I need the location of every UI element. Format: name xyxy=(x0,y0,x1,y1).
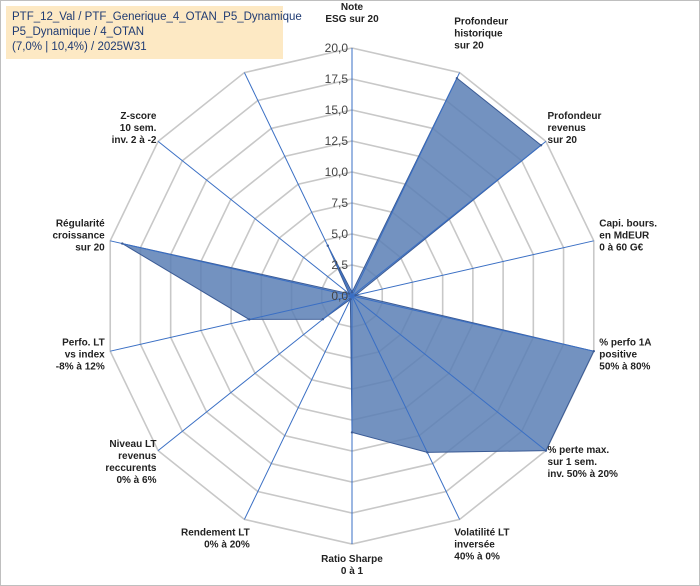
tick-label-8: 20,0 xyxy=(325,41,349,55)
axis-label-3: Capi. bours. en MdEUR 0 à 60 G€ xyxy=(599,218,657,253)
axis-spoke-5 xyxy=(351,295,547,452)
axis-label-6: Volatilité LT inversée 40% à 0% xyxy=(454,527,509,562)
title-line-3: (7,0% | 10,4%) / 2025W31 xyxy=(12,41,147,53)
axis-label-8: Rendement LT 0% à 20% xyxy=(181,527,250,550)
axis-spoke-11 xyxy=(110,240,353,297)
data-point-12 xyxy=(347,292,351,295)
axis-spoke-3 xyxy=(351,240,594,297)
title-box: PTF_12_Val / PTF_Generique_4_OTAN_P5_Dyn… xyxy=(6,6,302,59)
tick-label-2: 5,0 xyxy=(331,227,348,241)
data-point-13 xyxy=(326,244,329,247)
data-point-1 xyxy=(455,76,459,80)
axis-spoke-13 xyxy=(243,72,353,297)
axis-label-7: Ratio Sharpe 0 à 1 xyxy=(321,554,383,577)
tick-label-0: 0,0 xyxy=(331,289,348,303)
data-point-8 xyxy=(349,298,352,301)
axis-label-12: Z-score 10 sem. inv. 2 à -2 xyxy=(112,111,157,146)
axis-spoke-9 xyxy=(157,295,353,452)
axis-label-5: % perte max. sur 1 sem. inv. 50% à 20% xyxy=(548,445,619,480)
axis-spoke-1 xyxy=(351,72,461,297)
axis-label-0: Note ESG sur 20 xyxy=(325,2,379,25)
axis-spoke-12 xyxy=(157,140,353,297)
axis-spoke-6 xyxy=(351,295,461,520)
tick-label-4: 10,0 xyxy=(325,165,349,179)
data-point-7 xyxy=(350,431,354,434)
data-point-4 xyxy=(592,349,595,353)
axis-spoke-10 xyxy=(110,295,353,352)
axis-label-10: Perfo. LT vs index -8% à 12% xyxy=(56,338,105,373)
data-point-10 xyxy=(248,318,251,321)
title-line-2: P5_Dynamique / 4_OTAN xyxy=(12,26,145,38)
tick-label-3: 7,5 xyxy=(331,196,348,210)
data-point-11 xyxy=(121,242,124,245)
tick-label-7: 17,5 xyxy=(325,72,349,86)
data-point-3 xyxy=(354,293,357,297)
data-point-9 xyxy=(321,317,325,321)
tick-label-6: 15,0 xyxy=(325,103,349,117)
axis-spoke-2 xyxy=(351,140,547,297)
tick-label-5: 12,5 xyxy=(325,134,349,148)
axis-label-1: Profondeur historique sur 20 xyxy=(454,17,508,52)
axis-spoke-8 xyxy=(243,295,353,520)
axis-label-4: % perfo 1A positive 50% à 80% xyxy=(599,338,651,373)
axis-spoke-4 xyxy=(351,295,594,352)
axis-label-2: Profondeur revenus sur 20 xyxy=(548,111,602,146)
axis-label-11: Régularité croissance sur 20 xyxy=(52,218,105,253)
data-point-5 xyxy=(544,449,548,452)
tick-label-1: 2,5 xyxy=(331,258,348,272)
title-line-1: PTF_12_Val / PTF_Generique_4_OTAN_P5_Dyn… xyxy=(12,11,302,23)
data-point-0 xyxy=(350,291,354,294)
data-point-2 xyxy=(539,144,543,147)
data-point-6 xyxy=(426,451,429,454)
data-series-area xyxy=(122,77,595,453)
axis-label-9: Niveau LT revenus reccurents 0% à 6% xyxy=(105,439,157,486)
